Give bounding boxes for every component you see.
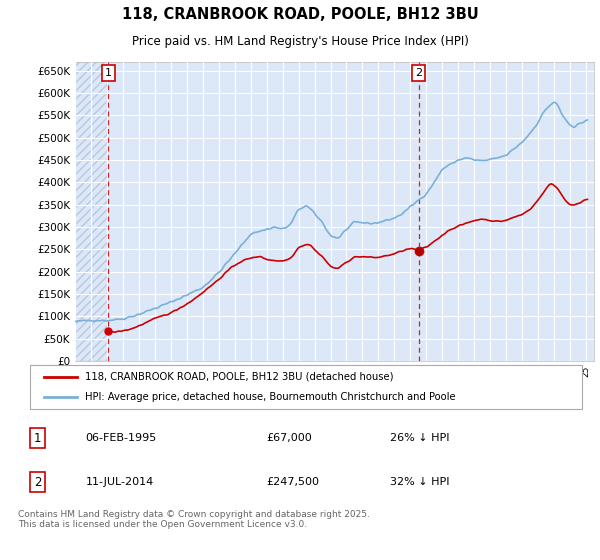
Text: 1: 1 [34, 432, 41, 445]
Text: 118, CRANBROOK ROAD, POOLE, BH12 3BU: 118, CRANBROOK ROAD, POOLE, BH12 3BU [122, 7, 478, 22]
Text: 32% ↓ HPI: 32% ↓ HPI [390, 477, 450, 487]
Text: £67,000: £67,000 [266, 433, 312, 443]
Text: Price paid vs. HM Land Registry's House Price Index (HPI): Price paid vs. HM Land Registry's House … [131, 35, 469, 48]
Text: 2: 2 [415, 68, 422, 78]
Text: £247,500: £247,500 [266, 477, 319, 487]
Text: 2: 2 [34, 475, 41, 489]
Text: Contains HM Land Registry data © Crown copyright and database right 2025.
This d: Contains HM Land Registry data © Crown c… [18, 510, 370, 529]
Text: 26% ↓ HPI: 26% ↓ HPI [390, 433, 450, 443]
Text: HPI: Average price, detached house, Bournemouth Christchurch and Poole: HPI: Average price, detached house, Bour… [85, 392, 456, 402]
Text: 11-JUL-2014: 11-JUL-2014 [86, 477, 154, 487]
Text: 1: 1 [105, 68, 112, 78]
FancyBboxPatch shape [30, 365, 582, 409]
Text: 118, CRANBROOK ROAD, POOLE, BH12 3BU (detached house): 118, CRANBROOK ROAD, POOLE, BH12 3BU (de… [85, 372, 394, 382]
Text: 06-FEB-1995: 06-FEB-1995 [86, 433, 157, 443]
